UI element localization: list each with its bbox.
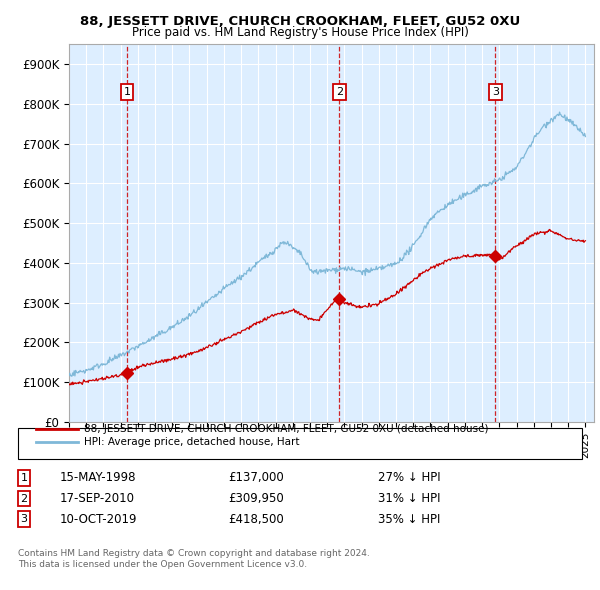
Text: 10-OCT-2019: 10-OCT-2019 <box>60 513 137 526</box>
Text: 88, JESSETT DRIVE, CHURCH CROOKHAM, FLEET, GU52 0XU: 88, JESSETT DRIVE, CHURCH CROOKHAM, FLEE… <box>80 15 520 28</box>
Text: 1: 1 <box>20 473 28 483</box>
Text: £309,950: £309,950 <box>228 492 284 505</box>
Text: This data is licensed under the Open Government Licence v3.0.: This data is licensed under the Open Gov… <box>18 560 307 569</box>
Text: 1: 1 <box>124 87 131 97</box>
Text: 88, JESSETT DRIVE, CHURCH CROOKHAM, FLEET, GU52 0XU (detached house): 88, JESSETT DRIVE, CHURCH CROOKHAM, FLEE… <box>84 424 488 434</box>
Text: HPI: Average price, detached house, Hart: HPI: Average price, detached house, Hart <box>84 437 299 447</box>
Text: 15-MAY-1998: 15-MAY-1998 <box>60 471 137 484</box>
Text: 2: 2 <box>336 87 343 97</box>
Text: 3: 3 <box>20 514 28 524</box>
Text: 3: 3 <box>492 87 499 97</box>
Text: 17-SEP-2010: 17-SEP-2010 <box>60 492 135 505</box>
Text: Contains HM Land Registry data © Crown copyright and database right 2024.: Contains HM Land Registry data © Crown c… <box>18 549 370 558</box>
Text: 31% ↓ HPI: 31% ↓ HPI <box>378 492 440 505</box>
Text: 27% ↓ HPI: 27% ↓ HPI <box>378 471 440 484</box>
Text: Price paid vs. HM Land Registry's House Price Index (HPI): Price paid vs. HM Land Registry's House … <box>131 26 469 39</box>
Text: 35% ↓ HPI: 35% ↓ HPI <box>378 513 440 526</box>
Text: 2: 2 <box>20 494 28 503</box>
Text: £418,500: £418,500 <box>228 513 284 526</box>
Text: £137,000: £137,000 <box>228 471 284 484</box>
